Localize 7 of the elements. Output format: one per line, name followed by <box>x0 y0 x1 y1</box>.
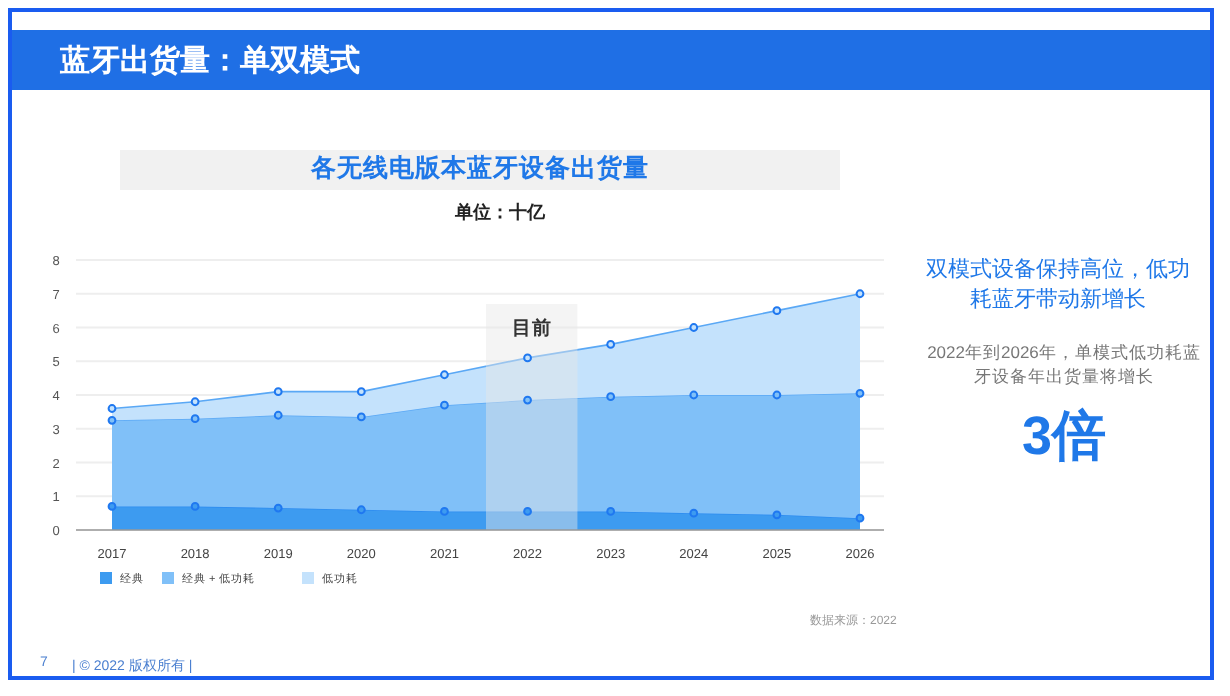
band-label: 目前 <box>511 316 552 340</box>
annotation: 双模式设备保持高位，低功耗蓝牙带动新增长 <box>924 256 1192 316</box>
annotation: 2022年到2026年，单模式低功耗蓝牙设备年出货量将增长 <box>925 340 1203 388</box>
annotation: 3倍 <box>1019 404 1109 470</box>
title: 蓝牙出货量：单双模式 <box>60 42 360 80</box>
subtitle: 各无线电版本蓝牙设备出货量 <box>309 152 651 186</box>
ylabel: 单位：十亿 <box>453 200 547 226</box>
